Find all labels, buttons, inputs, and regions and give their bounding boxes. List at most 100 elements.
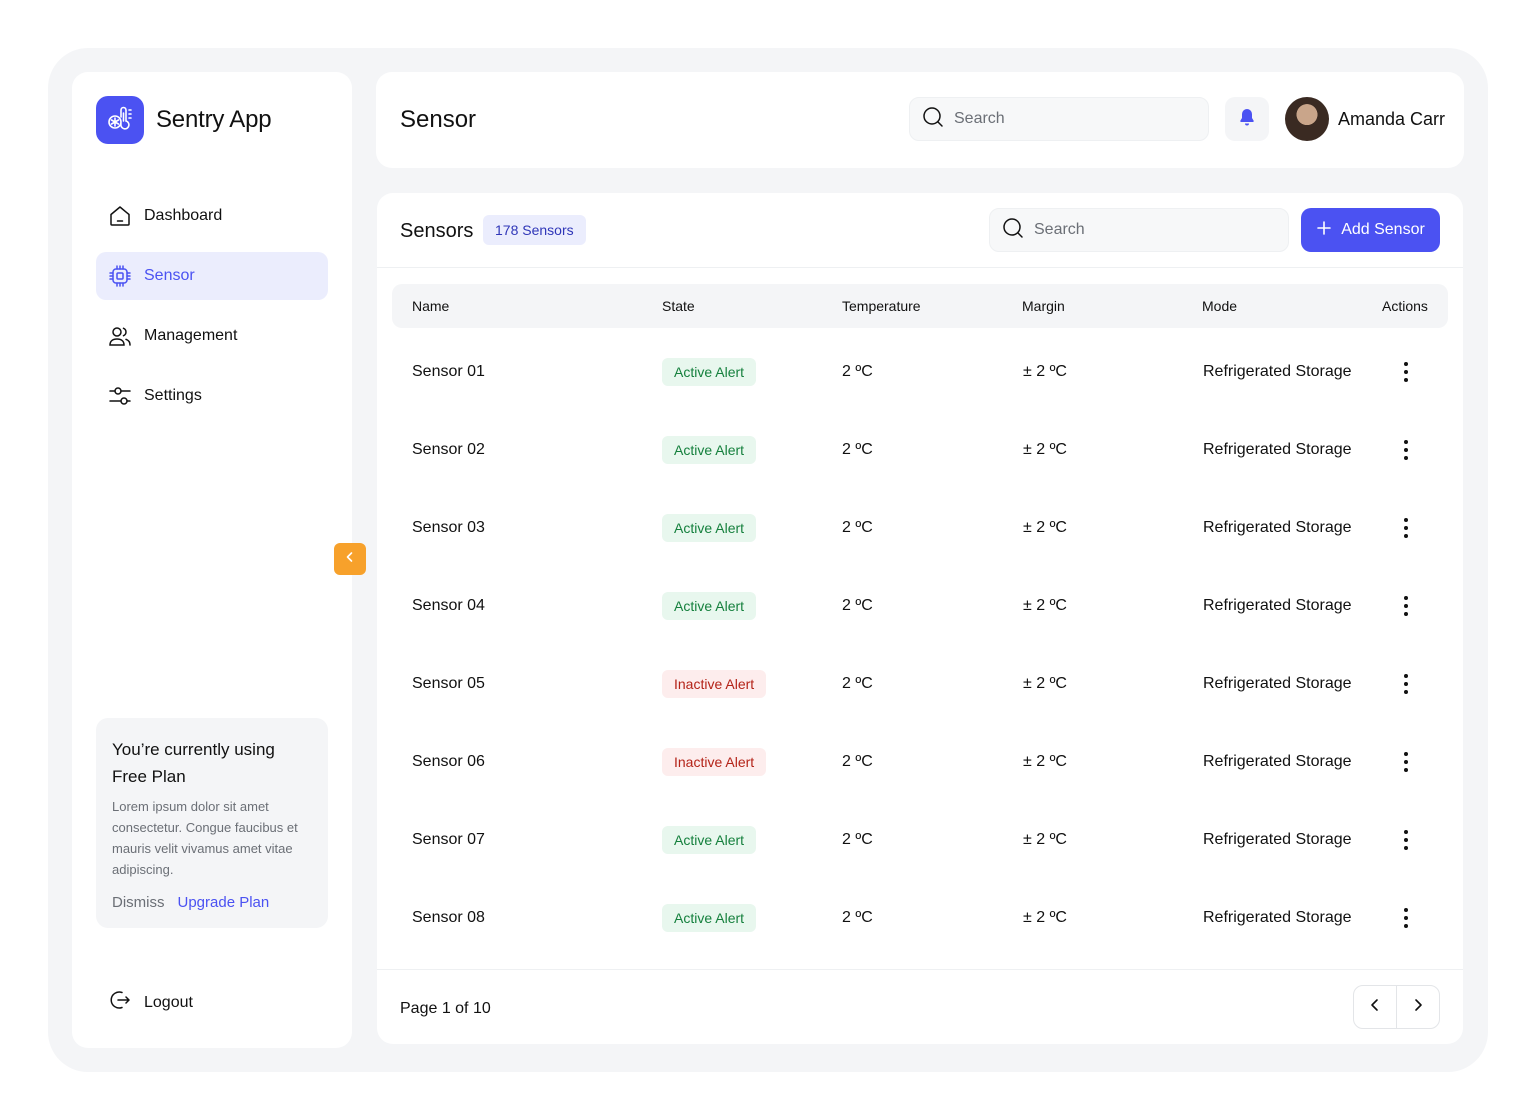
users-icon: [108, 324, 132, 348]
chevron-left-icon: [343, 550, 357, 569]
mode-value: Refrigerated Storage: [1203, 597, 1352, 614]
sensor-name: Sensor 01: [412, 363, 485, 380]
plus-icon: [1316, 220, 1332, 241]
column-name[interactable]: Name: [412, 298, 450, 314]
sensor-name: Sensor 08: [412, 909, 485, 926]
temperature-value: 2 ºC: [842, 909, 873, 926]
more-vertical-icon[interactable]: [1396, 592, 1416, 620]
column-actions: Actions: [1382, 298, 1428, 314]
sensor-name: Sensor 06: [412, 753, 485, 770]
sidebar-nav: Dashboard Sensor Management Settings: [96, 192, 328, 432]
sidebar-item-sensor[interactable]: Sensor: [96, 252, 328, 300]
user-menu[interactable]: Amanda Carr: [1285, 97, 1445, 141]
mode-value: Refrigerated Storage: [1203, 831, 1352, 848]
sidebar-item-label: Management: [144, 327, 238, 344]
next-page-button[interactable]: [1396, 986, 1439, 1028]
column-mode[interactable]: Mode: [1202, 298, 1238, 314]
sensor-name: Sensor 05: [412, 675, 485, 692]
brand[interactable]: Sentry App: [96, 96, 272, 144]
sensor-name: Sensor 04: [412, 597, 485, 614]
table-header: Name State Temperature Margin Mode Actio…: [392, 284, 1448, 328]
temperature-value: 2 ºC: [842, 831, 873, 848]
mode-value: Refrigerated Storage: [1203, 519, 1352, 536]
chevron-left-icon: [1367, 997, 1383, 1018]
chip-icon: [108, 264, 132, 288]
more-vertical-icon[interactable]: [1396, 514, 1416, 542]
table-row[interactable]: Sensor 08 Active Alert 2 ºC ± 2 ºC Refrigera…: [377, 879, 1463, 957]
mode-value: Refrigerated Storage: [1203, 753, 1352, 770]
sensor-search-input[interactable]: [1034, 221, 1264, 239]
table-row[interactable]: Sensor 02 Active Alert 2 ºC ± 2 ºC Refrigera…: [377, 411, 1463, 489]
margin-value: ± 2 ºC: [1023, 909, 1067, 926]
logout-label: Logout: [144, 993, 193, 1011]
margin-value: ± 2 ºC: [1023, 831, 1067, 848]
more-vertical-icon[interactable]: [1396, 748, 1416, 776]
logout-icon: [108, 988, 132, 1017]
sidebar-item-dashboard[interactable]: Dashboard: [96, 192, 328, 240]
pagination-bar: Page 1 of 10: [377, 969, 1463, 1044]
sidebar-item-label: Dashboard: [144, 207, 223, 224]
upgrade-plan-button[interactable]: Upgrade Plan: [177, 894, 270, 911]
sidebar-item-management[interactable]: Management: [96, 312, 328, 360]
table-row[interactable]: Sensor 04 Active Alert 2 ºC ± 2 ºC Refrigera…: [377, 567, 1463, 645]
table-row[interactable]: Sensor 01 Active Alert 2 ºC ± 2 ºC Refrigera…: [377, 333, 1463, 411]
state-badge: Inactive Alert: [662, 748, 767, 776]
sidebar-item-settings[interactable]: Settings: [96, 372, 328, 420]
state-badge: Active Alert: [662, 514, 757, 542]
margin-value: ± 2 ºC: [1023, 441, 1067, 458]
add-sensor-button[interactable]: Add Sensor: [1301, 208, 1440, 252]
column-state[interactable]: State: [662, 298, 695, 314]
logout-button[interactable]: Logout: [108, 988, 193, 1017]
table-row[interactable]: Sensor 03 Active Alert 2 ºC ± 2 ºC Refrigera…: [377, 489, 1463, 567]
sensor-table-body: Sensor 01 Active Alert 2 ºC ± 2 ºC Refrigera…: [377, 333, 1463, 957]
page-title: Sensor: [400, 106, 477, 133]
sensor-count-badge: 178 Sensors: [483, 215, 586, 245]
thermometer-snowflake-icon: [96, 96, 144, 144]
bell-icon: [1237, 107, 1257, 132]
state-badge: Active Alert: [662, 436, 757, 464]
margin-value: ± 2 ºC: [1023, 675, 1067, 692]
state-badge: Inactive Alert: [662, 670, 767, 698]
column-temperature[interactable]: Temperature: [842, 298, 921, 314]
table-row[interactable]: Sensor 07 Active Alert 2 ºC ± 2 ºC Refrigera…: [377, 801, 1463, 879]
more-vertical-icon[interactable]: [1396, 670, 1416, 698]
temperature-value: 2 ºC: [842, 675, 873, 692]
more-vertical-icon[interactable]: [1396, 826, 1416, 854]
temperature-value: 2 ºC: [842, 597, 873, 614]
add-sensor-label: Add Sensor: [1341, 221, 1425, 238]
sensor-name: Sensor 03: [412, 519, 485, 536]
more-vertical-icon[interactable]: [1396, 358, 1416, 386]
plan-card: You’re currently using Free Plan Lorem i…: [96, 718, 328, 928]
global-search[interactable]: [909, 97, 1209, 141]
more-vertical-icon[interactable]: [1396, 904, 1416, 932]
state-badge: Active Alert: [662, 358, 757, 386]
column-margin[interactable]: Margin: [1022, 298, 1065, 314]
collapse-sidebar-button[interactable]: [334, 543, 366, 575]
more-vertical-icon[interactable]: [1396, 436, 1416, 464]
table-row[interactable]: Sensor 05 Inactive Alert 2 ºC ± 2 ºC Refrige…: [377, 645, 1463, 723]
mode-value: Refrigerated Storage: [1203, 441, 1352, 458]
notifications-button[interactable]: [1225, 97, 1269, 141]
global-search-input[interactable]: [954, 110, 1184, 128]
sensor-name: Sensor 02: [412, 441, 485, 458]
sensors-card-header: Sensors 178 Sensors Add Sensor: [377, 193, 1463, 268]
table-row[interactable]: Sensor 06 Inactive Alert 2 ºC ± 2 ºC Refrige…: [377, 723, 1463, 801]
previous-page-button[interactable]: [1354, 986, 1396, 1028]
state-badge: Active Alert: [662, 826, 757, 854]
app-name: Sentry App: [156, 106, 272, 133]
top-bar: Sensor Amanda Carr: [376, 72, 1464, 168]
mode-value: Refrigerated Storage: [1203, 363, 1352, 380]
dismiss-button[interactable]: Dismiss: [112, 894, 165, 911]
plan-description: Lorem ipsum dolor sit amet consectetur. …: [112, 799, 298, 877]
user-name: Amanda Carr: [1338, 108, 1446, 129]
temperature-value: 2 ºC: [842, 363, 873, 380]
avatar: [1285, 97, 1329, 141]
search-icon: [922, 106, 944, 133]
sidebar-item-label: Sensor: [144, 267, 195, 284]
sensors-title: Sensors: [400, 220, 474, 242]
sidebar: Sentry App Dashboard Sensor Management S…: [72, 72, 352, 1048]
sensors-card: Sensors 178 Sensors Add Sensor Name Stat…: [377, 193, 1463, 1044]
sensor-search[interactable]: [989, 208, 1289, 252]
sidebar-item-label: Settings: [144, 387, 202, 404]
sensor-name: Sensor 07: [412, 831, 485, 848]
